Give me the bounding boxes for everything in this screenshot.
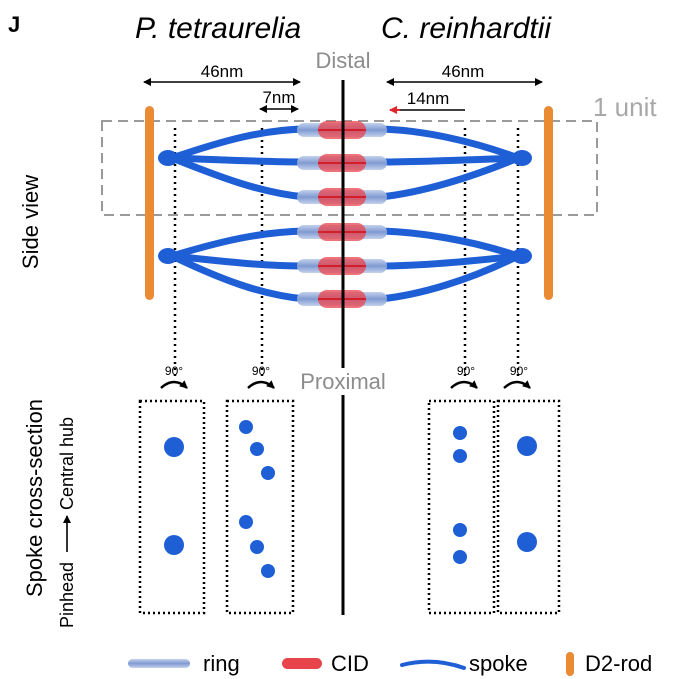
spoke xyxy=(376,125,522,162)
legend-swatch-ring xyxy=(128,659,190,668)
spoke xyxy=(376,252,522,270)
cross-section-box-left-outer xyxy=(138,399,206,615)
spoke-cross-section xyxy=(164,437,184,457)
unit-label: 1 unit xyxy=(593,92,657,122)
svg-text:90°: 90° xyxy=(252,364,270,378)
legend-swatch-d2rod xyxy=(566,652,574,676)
d2-rod-left xyxy=(145,106,154,300)
direction-label: Pinhead Central hub xyxy=(57,417,77,628)
rings xyxy=(297,121,387,308)
spoke-cross-section xyxy=(250,540,264,554)
left-offset-label: 7nm xyxy=(262,88,295,107)
species-left-title: P. tetraurelia xyxy=(135,12,301,45)
rotation-arrow: 90° xyxy=(160,364,188,389)
spoke-head xyxy=(158,248,178,264)
cross-section-dots xyxy=(164,420,537,578)
spoke xyxy=(168,125,309,162)
cross-section-box-right-outer xyxy=(496,399,561,615)
rotation-arrow: 90° xyxy=(247,364,275,389)
right-width-label: 46nm xyxy=(442,62,485,81)
cross-section-boxes xyxy=(138,399,561,615)
side-view-label: Side view xyxy=(18,175,43,269)
legend-label-spoke: spoke xyxy=(469,651,528,676)
spoke-group-upper xyxy=(168,125,522,201)
ring xyxy=(297,290,387,308)
legend-item-cid: CID xyxy=(282,651,369,676)
legend-item-d2rod: D2-rod xyxy=(566,651,652,676)
distal-label: Distal xyxy=(315,48,370,73)
species-right-title: C. reinhardtii xyxy=(381,12,552,45)
spoke-cross-section xyxy=(261,564,275,578)
proximal-label: Proximal xyxy=(300,369,386,394)
legend-label-cid: CID xyxy=(331,651,369,676)
legend-item-spoke: spoke xyxy=(400,651,528,676)
legend-label-d2rod: D2-rod xyxy=(585,651,652,676)
right-offset-label: 14nm xyxy=(407,89,450,108)
svg-text:90°: 90° xyxy=(457,364,475,378)
spoke-cross-section xyxy=(164,535,184,555)
spoke-head xyxy=(512,248,532,264)
spoke-cross-section xyxy=(517,436,537,456)
spoke-cross-section xyxy=(517,532,537,552)
legend-swatch-spoke xyxy=(400,659,466,670)
spoke-cross-section xyxy=(453,550,467,564)
cross-section-box-right-inner xyxy=(427,399,496,615)
spoke xyxy=(376,154,522,166)
spoke-group-lower xyxy=(168,227,522,303)
legend-item-ring: ring xyxy=(128,651,240,676)
spoke xyxy=(376,154,522,201)
svg-text:90°: 90° xyxy=(510,364,528,378)
spoke xyxy=(376,227,522,260)
spoke xyxy=(376,252,522,303)
spoke-cross-section xyxy=(250,442,264,456)
cross-section-box-left-inner xyxy=(225,399,295,615)
spoke-cross-section xyxy=(261,466,275,480)
rotation-indicators: 90° 90° 90° 90° xyxy=(160,364,531,389)
legend: ring CID spoke D2-rod xyxy=(128,651,652,676)
spoke-head xyxy=(158,150,178,166)
spoke-cross-section xyxy=(453,426,467,440)
spoke xyxy=(168,252,309,270)
legend-label-ring: ring xyxy=(203,651,240,676)
spoke-cross-section xyxy=(453,449,467,463)
spoke xyxy=(168,227,309,260)
svg-text:90°: 90° xyxy=(165,364,183,378)
spoke-head xyxy=(512,150,532,166)
direction-from-label: Pinhead xyxy=(57,562,77,628)
legend-swatch-cid xyxy=(282,658,322,669)
cross-section-label: Spoke cross-section xyxy=(22,399,47,597)
rotation-arrow: 90° xyxy=(450,364,478,389)
rotation-arrow: 90° xyxy=(503,364,531,389)
spoke-cross-section xyxy=(453,523,467,537)
panel-label: J xyxy=(8,12,20,37)
d2-rod-right xyxy=(544,106,553,300)
spoke xyxy=(168,154,309,166)
direction-to-label: Central hub xyxy=(57,417,77,510)
spoke-cross-section xyxy=(239,420,253,434)
left-width-label: 46nm xyxy=(201,62,244,81)
spoke-cross-section xyxy=(239,515,253,529)
spoke xyxy=(168,252,309,303)
spoke xyxy=(168,154,309,201)
